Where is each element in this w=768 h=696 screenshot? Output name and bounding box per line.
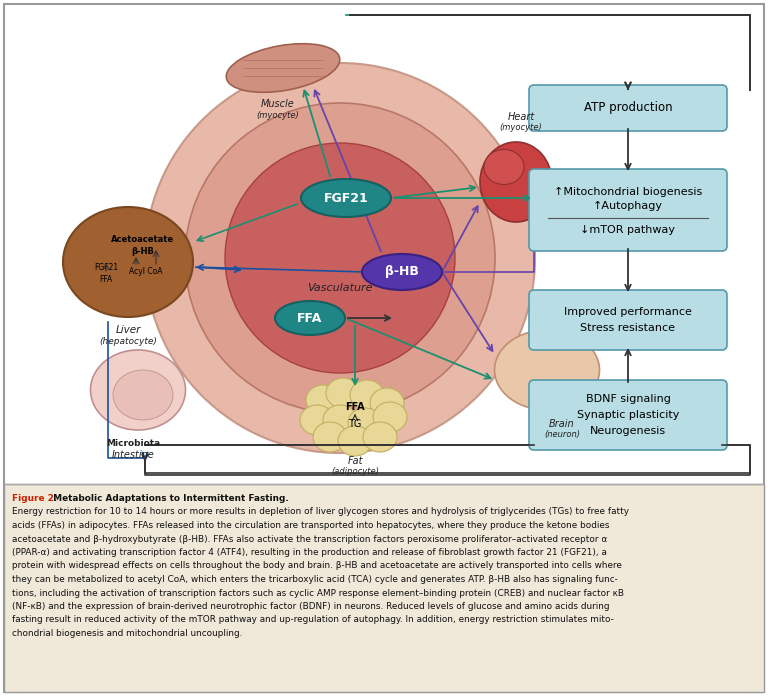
Ellipse shape [326, 378, 360, 408]
Text: β-HB: β-HB [385, 265, 419, 278]
Text: (myocyte): (myocyte) [257, 111, 300, 120]
FancyBboxPatch shape [4, 484, 764, 692]
Text: Liver: Liver [115, 325, 141, 335]
Text: FGF21: FGF21 [94, 262, 118, 271]
Ellipse shape [323, 405, 357, 435]
Text: (PPAR-α) and activating transcription factor 4 (ATF4), resulting in the producti: (PPAR-α) and activating transcription fa… [12, 548, 607, 557]
Ellipse shape [338, 426, 372, 456]
Text: (myocyte): (myocyte) [500, 123, 542, 132]
Text: ATP production: ATP production [584, 102, 672, 115]
Text: (adipocyte): (adipocyte) [331, 468, 379, 477]
Text: FFA: FFA [99, 274, 113, 283]
Text: fasting result in reduced activity of the mTOR pathway and up-regulation of auto: fasting result in reduced activity of th… [12, 615, 614, 624]
Ellipse shape [370, 388, 404, 418]
FancyBboxPatch shape [529, 169, 727, 251]
Text: BDNF signaling: BDNF signaling [585, 394, 670, 404]
Text: Heart: Heart [508, 112, 535, 122]
Text: Vasculature: Vasculature [307, 283, 372, 293]
Ellipse shape [495, 330, 600, 410]
Text: Intestine: Intestine [111, 450, 154, 460]
FancyBboxPatch shape [4, 4, 764, 692]
Ellipse shape [63, 207, 193, 317]
Text: FGF21: FGF21 [323, 191, 369, 205]
Text: Improved performance: Improved performance [564, 307, 692, 317]
Text: FFA: FFA [345, 402, 365, 412]
FancyBboxPatch shape [529, 290, 727, 350]
Text: (hepatocyte): (hepatocyte) [99, 336, 157, 345]
Text: Muscle: Muscle [261, 99, 295, 109]
Ellipse shape [480, 142, 552, 222]
Text: Neurogenesis: Neurogenesis [590, 426, 666, 436]
Text: they can be metabolized to acetyl CoA, which enters the tricarboxylic acid (TCA): they can be metabolized to acetyl CoA, w… [12, 575, 618, 584]
Text: Figure 2.: Figure 2. [12, 494, 58, 503]
Text: Brain: Brain [549, 419, 574, 429]
Ellipse shape [348, 408, 382, 438]
Text: Acetoacetate: Acetoacetate [111, 235, 174, 244]
Ellipse shape [350, 380, 384, 410]
Text: Acyl CoA: Acyl CoA [129, 267, 163, 276]
Text: Microbiota: Microbiota [106, 439, 160, 448]
Ellipse shape [373, 402, 407, 432]
Ellipse shape [113, 370, 173, 420]
FancyBboxPatch shape [529, 380, 727, 450]
Ellipse shape [225, 143, 455, 373]
Text: FFA: FFA [297, 312, 323, 324]
Text: protein with widespread effects on cells throughout the body and brain. β-HB and: protein with widespread effects on cells… [12, 562, 622, 571]
FancyBboxPatch shape [529, 85, 727, 131]
Ellipse shape [185, 103, 495, 413]
Text: β-HB: β-HB [131, 248, 154, 257]
Text: acetoacetate and β-hydroxybutyrate (β-HB). FFAs also activate the transcription : acetoacetate and β-hydroxybutyrate (β-HB… [12, 535, 607, 544]
Ellipse shape [363, 422, 397, 452]
Text: ↑Autophagy: ↑Autophagy [593, 201, 663, 211]
Text: Energy restriction for 10 to 14 hours or more results in depletion of liver glyc: Energy restriction for 10 to 14 hours or… [12, 507, 629, 516]
Text: tions, including the activation of transcription factors such as cyclic AMP resp: tions, including the activation of trans… [12, 589, 624, 597]
Text: ↓mTOR pathway: ↓mTOR pathway [581, 225, 676, 235]
Text: TG: TG [349, 419, 362, 429]
Ellipse shape [484, 150, 524, 184]
Text: Fat: Fat [347, 456, 362, 466]
Ellipse shape [91, 350, 186, 430]
Ellipse shape [301, 179, 391, 217]
Text: Metabolic Adaptations to Intermittent Fasting.: Metabolic Adaptations to Intermittent Fa… [50, 494, 289, 503]
Ellipse shape [227, 44, 339, 93]
Ellipse shape [275, 301, 345, 335]
Ellipse shape [306, 385, 340, 415]
Text: Stress resistance: Stress resistance [581, 323, 676, 333]
Ellipse shape [313, 422, 347, 452]
Text: (neuron): (neuron) [544, 431, 580, 439]
Text: ↑Mitochondrial biogenesis: ↑Mitochondrial biogenesis [554, 187, 702, 197]
Ellipse shape [362, 254, 442, 290]
Text: acids (FFAs) in adipocytes. FFAs released into the circulation are transported i: acids (FFAs) in adipocytes. FFAs release… [12, 521, 610, 530]
Ellipse shape [145, 63, 535, 453]
Text: Synaptic plasticity: Synaptic plasticity [577, 410, 679, 420]
Text: (NF-κB) and the expression of brain-derived neurotrophic factor (BDNF) in neuron: (NF-κB) and the expression of brain-deri… [12, 602, 610, 611]
Text: chondrial biogenesis and mitochondrial uncoupling.: chondrial biogenesis and mitochondrial u… [12, 629, 243, 638]
Ellipse shape [300, 405, 334, 435]
